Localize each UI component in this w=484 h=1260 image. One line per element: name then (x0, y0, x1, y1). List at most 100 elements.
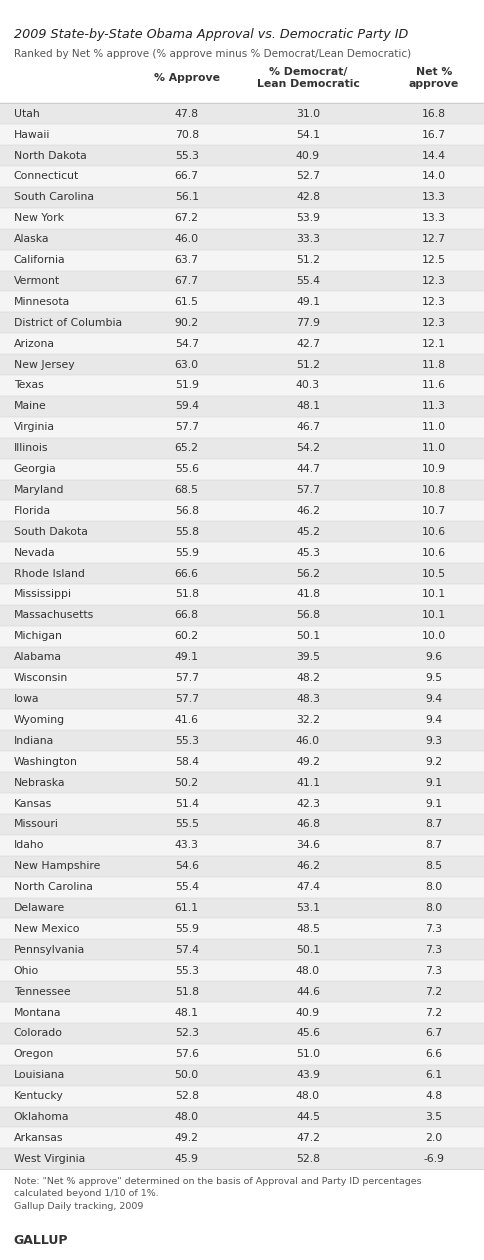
Text: 48.3: 48.3 (295, 694, 319, 704)
Text: New Jersey: New Jersey (14, 359, 74, 369)
Text: 12.1: 12.1 (421, 339, 445, 349)
Text: 51.8: 51.8 (174, 987, 198, 997)
Text: 9.1: 9.1 (424, 799, 442, 809)
Text: 49.1: 49.1 (174, 653, 198, 663)
Text: 66.7: 66.7 (174, 171, 198, 181)
Bar (0, 688, 484, 709)
Text: Hawaii: Hawaii (14, 130, 50, 140)
Bar (0, 731, 484, 751)
Text: North Dakota: North Dakota (14, 151, 86, 160)
Text: Ranked by Net % approve (% approve minus % Democrat/Lean Democratic): Ranked by Net % approve (% approve minus… (14, 49, 410, 59)
Text: 44.6: 44.6 (295, 987, 319, 997)
Bar (0, 542, 484, 563)
Text: 68.5: 68.5 (174, 485, 198, 495)
Text: 52.8: 52.8 (295, 1154, 319, 1164)
Text: 46.2: 46.2 (295, 862, 319, 871)
Text: 45.3: 45.3 (295, 548, 319, 558)
Bar (0, 1106, 484, 1128)
Text: 47.8: 47.8 (174, 108, 198, 118)
Text: 6.6: 6.6 (424, 1050, 442, 1060)
Text: 39.5: 39.5 (295, 653, 319, 663)
Bar (0, 668, 484, 688)
Bar (0, 646, 484, 668)
Text: 46.2: 46.2 (295, 507, 319, 515)
Text: 48.2: 48.2 (295, 673, 319, 683)
Text: 7.3: 7.3 (424, 965, 442, 975)
Text: 59.4: 59.4 (174, 402, 198, 411)
Text: 41.8: 41.8 (295, 590, 319, 600)
Bar (0, 480, 484, 500)
Text: Rhode Island: Rhode Island (14, 568, 84, 578)
Text: 3.5: 3.5 (424, 1113, 442, 1121)
Bar (0, 856, 484, 877)
Text: 51.9: 51.9 (174, 381, 198, 391)
Text: 7.3: 7.3 (424, 945, 442, 955)
Text: 55.5: 55.5 (174, 819, 198, 829)
Bar (0, 229, 484, 249)
Bar (0, 291, 484, 312)
Bar (0, 897, 484, 919)
Text: California: California (14, 255, 65, 265)
Text: 57.4: 57.4 (174, 945, 198, 955)
Bar (0, 375, 484, 396)
Text: Florida: Florida (14, 507, 51, 515)
Text: 54.1: 54.1 (295, 130, 319, 140)
Text: 8.0: 8.0 (424, 882, 442, 892)
Text: 10.7: 10.7 (421, 507, 445, 515)
Text: 40.9: 40.9 (295, 1008, 319, 1018)
Text: 9.2: 9.2 (424, 757, 442, 766)
Text: 51.4: 51.4 (174, 799, 198, 809)
Text: 46.0: 46.0 (174, 234, 198, 244)
Text: 48.0: 48.0 (174, 1113, 198, 1121)
Bar (0, 396, 484, 417)
Text: 44.7: 44.7 (295, 464, 319, 474)
Text: 50.2: 50.2 (174, 777, 198, 788)
Text: Wisconsin: Wisconsin (14, 673, 68, 683)
Text: 57.7: 57.7 (174, 694, 198, 704)
Bar (0, 333, 484, 354)
Text: Wyoming: Wyoming (14, 714, 64, 724)
Text: 56.8: 56.8 (174, 507, 198, 515)
Text: Nevada: Nevada (14, 548, 55, 558)
Text: 55.9: 55.9 (174, 924, 198, 934)
Text: 32.2: 32.2 (295, 714, 319, 724)
Text: West Virginia: West Virginia (14, 1154, 85, 1164)
Text: 56.1: 56.1 (174, 193, 198, 203)
Text: Vermont: Vermont (14, 276, 60, 286)
Text: Tennessee: Tennessee (14, 987, 70, 997)
Bar (0, 877, 484, 897)
Bar (0, 125, 484, 145)
Bar (0, 605, 484, 626)
Text: 8.0: 8.0 (424, 903, 442, 914)
Text: 14.4: 14.4 (421, 151, 445, 160)
Text: % Approve: % Approve (153, 73, 219, 83)
Text: 47.2: 47.2 (295, 1133, 319, 1143)
Bar (0, 271, 484, 291)
Text: Alabama: Alabama (14, 653, 61, 663)
Text: 40.3: 40.3 (295, 381, 319, 391)
Text: 6.1: 6.1 (424, 1070, 442, 1080)
Text: 12.3: 12.3 (421, 276, 445, 286)
Text: 52.8: 52.8 (174, 1091, 198, 1101)
Text: 50.1: 50.1 (295, 631, 319, 641)
Text: Louisiana: Louisiana (14, 1070, 65, 1080)
Text: 40.9: 40.9 (295, 151, 319, 160)
Text: Minnesota: Minnesota (14, 297, 70, 307)
Text: 54.6: 54.6 (174, 862, 198, 871)
Text: 11.8: 11.8 (421, 359, 445, 369)
Text: 47.4: 47.4 (295, 882, 319, 892)
Bar (0, 1148, 484, 1169)
Text: 48.0: 48.0 (295, 965, 319, 975)
Text: 2.0: 2.0 (424, 1133, 442, 1143)
Bar (0, 772, 484, 793)
Text: 65.2: 65.2 (174, 444, 198, 454)
Text: 49.2: 49.2 (295, 757, 319, 766)
Text: Massachusetts: Massachusetts (14, 610, 93, 620)
Bar (0, 103, 484, 125)
Bar (0, 563, 484, 585)
Text: 8.5: 8.5 (424, 862, 442, 871)
Text: 49.1: 49.1 (295, 297, 319, 307)
Text: Montana: Montana (14, 1008, 61, 1018)
Bar (0, 626, 484, 646)
Text: Arizona: Arizona (14, 339, 55, 349)
